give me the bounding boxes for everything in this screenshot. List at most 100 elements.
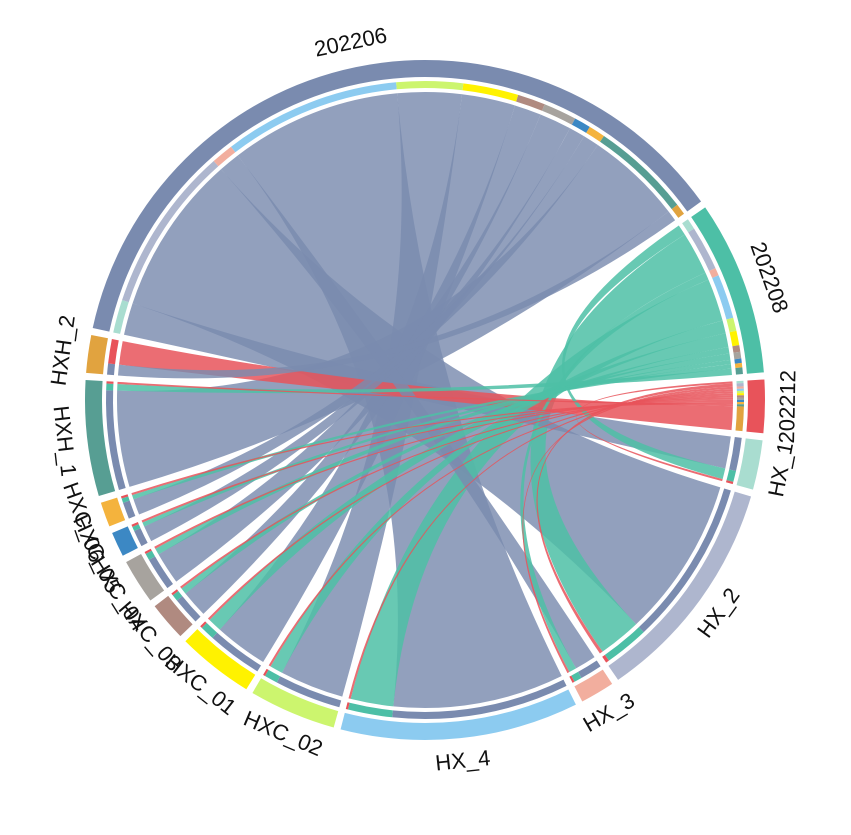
track-HXC_02-202212: [263, 668, 269, 676]
track-202212-HXC_01: [736, 393, 744, 396]
track-HXC_05-202212: [131, 522, 139, 527]
track-HX_4-202212: [345, 702, 350, 710]
track-202206-HXC_04: [542, 104, 576, 125]
track-HXH_1-202208: [106, 383, 114, 391]
track-202212-HXH_2: [735, 406, 744, 432]
track-202206-HXC_06: [586, 126, 604, 142]
track-202206-HXC_02: [396, 81, 464, 91]
track-HXC_04-202212: [144, 548, 152, 555]
track-HXH_2-202206: [107, 363, 116, 376]
sector-202212: [746, 379, 766, 434]
sector-label-HX_1: HX_1: [763, 440, 798, 499]
track-HX_3-202212: [569, 675, 575, 683]
track-HXC_02-202206: [276, 676, 342, 708]
sector-HX_2: [608, 491, 752, 680]
sectors-layer: [85, 60, 766, 741]
track-202212-HXH_1: [736, 404, 744, 407]
track-HXC_02-202208: [265, 669, 281, 683]
ribbon-202212-HXH_1: [117, 381, 733, 407]
sector-HX_1: [736, 438, 763, 490]
ribbon-202208-HX_2: [530, 234, 706, 652]
ribbons-layer: [116, 92, 734, 708]
sector-HX_3: [574, 669, 613, 702]
track-202212-HXC_03: [736, 395, 744, 398]
track-HX_4-202206: [392, 679, 567, 719]
sector-label-HXH_1: HXH_1: [49, 404, 82, 477]
track-202206-HX_3: [213, 146, 236, 167]
sector-label-202206: 202206: [312, 22, 389, 61]
track-HXC_05-202206: [134, 528, 148, 547]
track-HX_3-202206: [578, 660, 601, 679]
sector-HXC_03: [154, 595, 193, 637]
sector-HXC_02: [252, 678, 339, 728]
track-HXC_05-202208: [132, 524, 141, 531]
track-202208-HXC_05: [734, 358, 742, 364]
track-202206-HXC_05: [571, 118, 590, 133]
track-202212-HXC_02: [736, 390, 744, 394]
track-202206-HX_2: [122, 161, 219, 303]
sector-HXH_1: [85, 380, 116, 496]
track-HXH_1-202212: [106, 381, 114, 384]
track-202208-HX_2: [688, 228, 716, 271]
track-202206-HX_1: [113, 299, 129, 334]
track-202208-HXC_02: [726, 317, 737, 333]
sector-HXC_05: [112, 526, 138, 556]
ribbon-202206-HXC_02: [281, 92, 463, 697]
track-HX_1-202208: [726, 469, 736, 482]
track-202212-HXC_04: [736, 397, 744, 400]
track-202208-HX_1: [682, 219, 695, 233]
track-202212-HX_3: [736, 386, 744, 389]
track-202208-HX_4: [712, 275, 734, 320]
sector-HXH_2: [86, 334, 108, 375]
track-202208-HXC_01: [729, 330, 740, 347]
track-HX_1-202206: [729, 437, 742, 472]
ribbon-202206-HXC_04: [158, 114, 570, 582]
track-HXC_03-202212: [171, 589, 179, 596]
track-HXC_04-202206: [148, 556, 173, 589]
track-202212-HX_1: [736, 380, 744, 384]
track-HXC_03-202206: [176, 596, 201, 622]
ribbon-202208-HX_3: [520, 272, 709, 673]
track-HXC_06-202212: [120, 494, 129, 499]
track-HXC_06-202206: [123, 500, 136, 519]
track-HX_4-202208: [347, 702, 393, 718]
track-HX_2-202208: [604, 627, 644, 661]
track-HXC_03-202208: [172, 590, 183, 601]
track-HX_3-202208: [571, 671, 582, 682]
track-HX_1-202212: [725, 480, 734, 485]
sector-label-HXH_2: HXH_2: [46, 314, 80, 388]
track-202212-HX_4: [736, 388, 744, 392]
ribbon-202206-HXC_01: [219, 94, 515, 663]
track-202212-HXC_05: [736, 399, 744, 403]
track-HXC_04-202208: [145, 550, 156, 560]
track-202212-HXC_06: [736, 402, 744, 405]
sector-202208: [691, 207, 764, 374]
ribbon-202206-HX_1: [123, 303, 731, 469]
track-HXC_06-202208: [121, 496, 130, 503]
sector-HXC_06: [100, 497, 126, 527]
track-HXC_01-202212: [200, 621, 207, 628]
sector-label-202212: 202212: [774, 370, 800, 444]
track-HXH_1-202206: [105, 390, 126, 491]
track-202206-HXC_01: [462, 83, 519, 102]
track-202208-HX_3: [709, 268, 719, 279]
track-HX_2-202212: [602, 654, 609, 663]
track-202206-HXH_2: [671, 204, 685, 218]
track-HXC_01-202206: [212, 632, 262, 672]
sector-HXC_01: [185, 629, 256, 690]
sector-label-202208: 202208: [745, 239, 793, 317]
track-HXC_01-202208: [201, 622, 218, 638]
track-202208-HXC_06: [734, 362, 743, 369]
ribbon-202208-HX_1: [561, 225, 726, 480]
sector-label-HX_4: HX_4: [434, 745, 491, 776]
sector-HXC_04: [126, 553, 165, 601]
track-202206-HX_4: [231, 82, 397, 153]
track-HX_2-202206: [638, 488, 731, 633]
track-HXH_2-202212: [108, 339, 119, 365]
track-202208-HXC_04: [733, 351, 742, 360]
ribbon-202206-HXC_03: [185, 105, 541, 614]
sector-HX_4: [340, 689, 576, 741]
track-202208-HXC_03: [732, 345, 741, 353]
